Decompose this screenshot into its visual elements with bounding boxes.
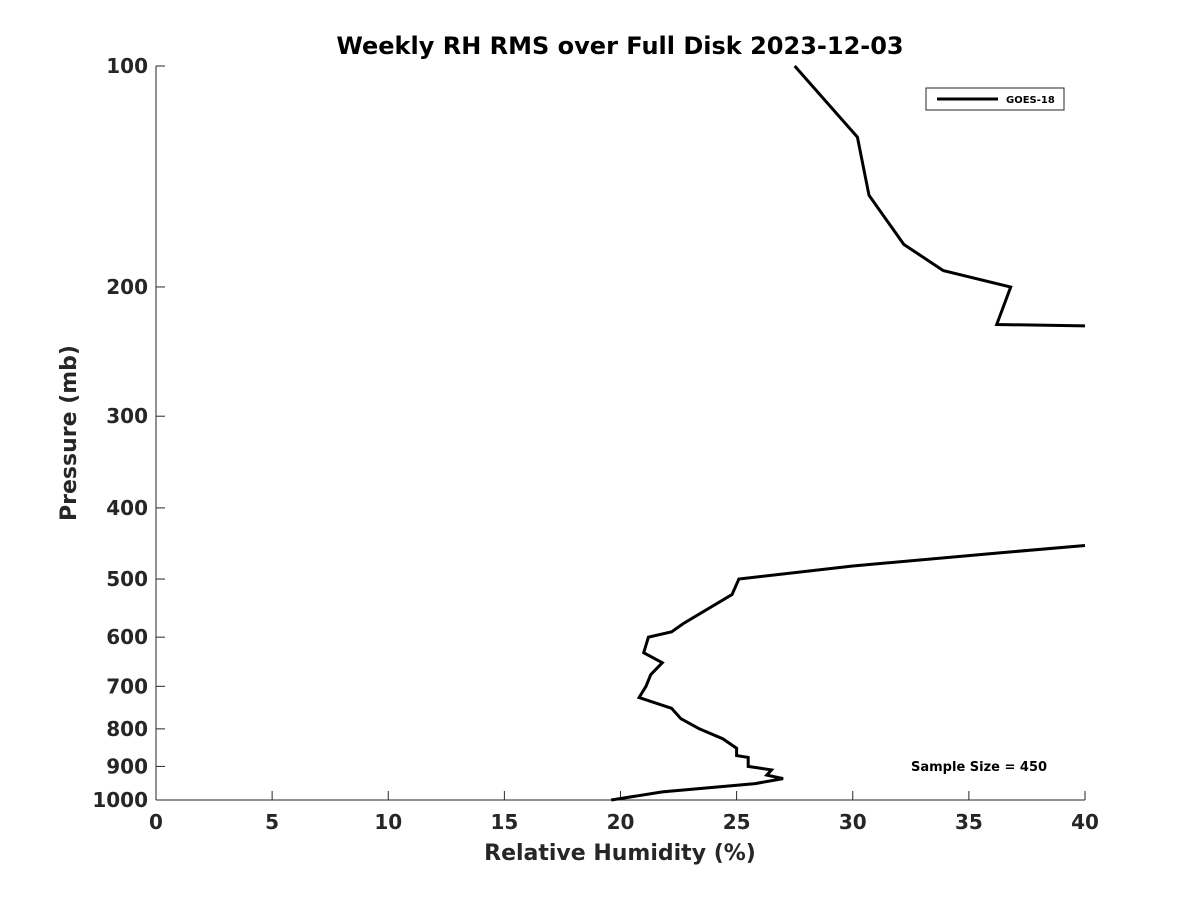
y-tick-label: 700: [106, 674, 148, 698]
x-tick-label: 10: [374, 810, 402, 834]
y-tick-label: 900: [106, 754, 148, 778]
series-line-goes-18-segment-1: [793, 65, 1086, 328]
x-tick-label: 30: [839, 810, 867, 834]
x-tick-label: 25: [723, 810, 751, 834]
legend-label-goes-18: GOES-18: [1006, 95, 1055, 106]
y-tick-label: 400: [106, 496, 148, 520]
x-tick-label: 20: [607, 810, 635, 834]
y-tick-label: 1000: [92, 788, 148, 812]
x-tick-label: 0: [149, 810, 163, 834]
x-tick-label: 35: [955, 810, 983, 834]
x-tick-label: 5: [265, 810, 279, 834]
y-tick-label: 300: [106, 404, 148, 428]
x-axis-label: Relative Humidity (%): [484, 841, 756, 866]
legend: GOES-18: [925, 87, 1065, 111]
y-tick-label: 100: [106, 54, 148, 78]
y-tick-label: 800: [106, 717, 148, 741]
chart-title: Weekly RH RMS over Full Disk 2023-12-03: [336, 32, 903, 60]
series-line-goes-18-segment-2: [610, 544, 1086, 802]
x-tick-label: 40: [1071, 810, 1099, 834]
x-axis-ticks: 0 5 10 15 20 25 30 35 40: [149, 791, 1099, 834]
y-tick-label: 600: [106, 625, 148, 649]
y-tick-label: 200: [106, 275, 148, 299]
x-tick-label: 15: [490, 810, 518, 834]
y-axis-ticks: 100 200 300 400 500 600 700 800 900 1000: [92, 54, 165, 812]
plot-area: [155, 66, 1085, 801]
series-layer: [610, 65, 1086, 802]
y-axis-label: Pressure (mb): [57, 345, 82, 521]
y-tick-label: 500: [106, 567, 148, 591]
sample-size-annotation: Sample Size = 450: [911, 760, 1047, 775]
